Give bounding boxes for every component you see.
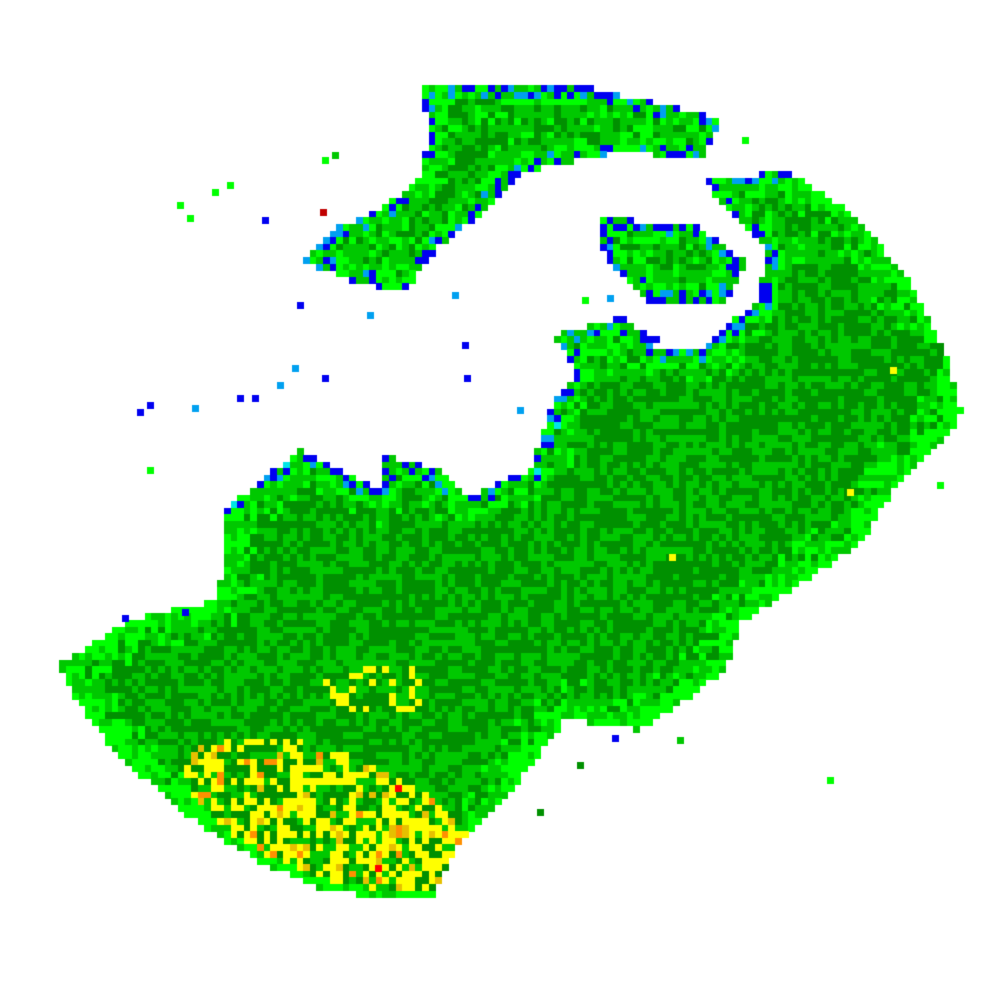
- radar-echo-canvas: [0, 0, 1000, 1000]
- radar-image: [0, 0, 1000, 1000]
